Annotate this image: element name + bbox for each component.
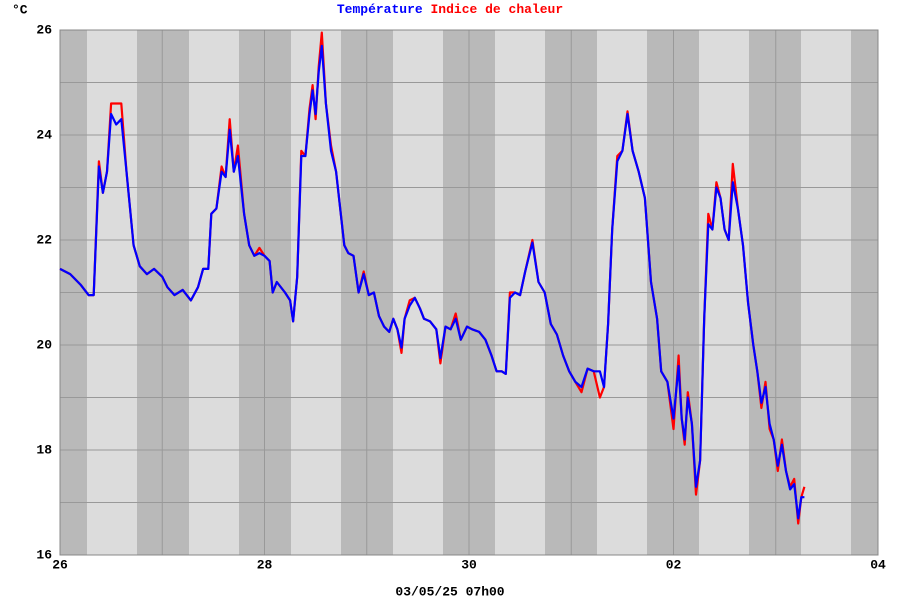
y-tick-label: 26 bbox=[36, 22, 52, 37]
y-tick-label: 22 bbox=[36, 232, 52, 247]
legend-entry: Température bbox=[337, 2, 423, 17]
y-tick-label: 16 bbox=[36, 547, 52, 562]
plot-frame bbox=[59, 29, 879, 556]
y-unit: °C bbox=[12, 2, 28, 17]
y-tick-label: 24 bbox=[36, 127, 52, 142]
x-tick-label: 28 bbox=[257, 557, 273, 572]
y-tick-label: 18 bbox=[36, 442, 52, 457]
y-tick-label: 20 bbox=[36, 337, 52, 352]
x-tick-label: 04 bbox=[870, 557, 886, 572]
legend: Température Indice de chaleur bbox=[337, 2, 563, 17]
x-axis-label: 03/05/25 07h00 bbox=[395, 584, 504, 599]
x-tick-label: 30 bbox=[461, 557, 477, 572]
legend-entry: Indice de chaleur bbox=[431, 2, 564, 17]
x-tick-label: 02 bbox=[666, 557, 682, 572]
series-line bbox=[59, 44, 805, 520]
x-tick-label: 26 bbox=[52, 557, 68, 572]
